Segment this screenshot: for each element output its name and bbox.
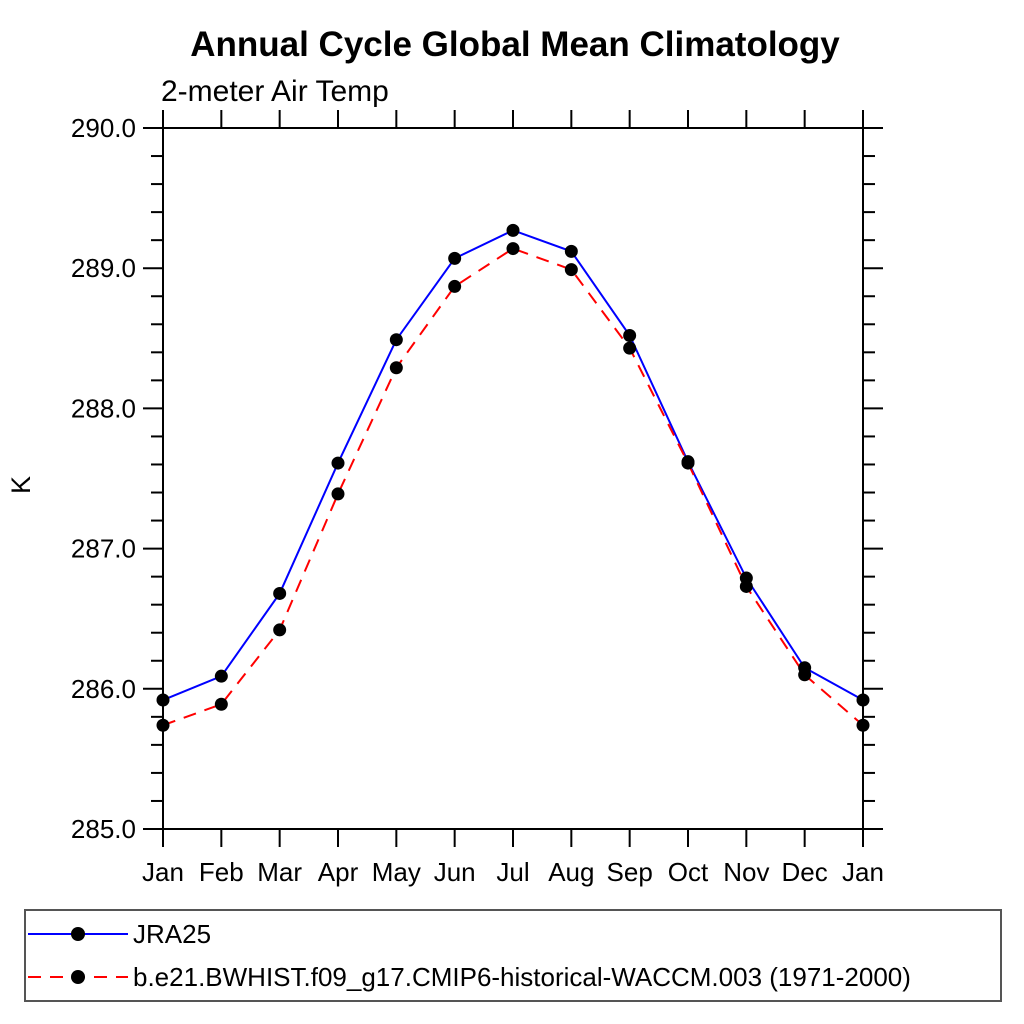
data-point-marker (273, 586, 287, 600)
data-point-marker (273, 623, 287, 637)
data-point-marker (564, 244, 578, 258)
data-point-marker (214, 669, 228, 683)
y-tick-label: 286.0 (71, 674, 136, 704)
x-tick-label: Nov (723, 857, 769, 887)
legend-marker-0 (71, 927, 85, 941)
chart-subtitle: 2-meter Air Temp (161, 75, 389, 108)
x-tick-label: Dec (782, 857, 828, 887)
x-tick-label: Jan (142, 857, 184, 887)
data-point-marker (156, 718, 170, 732)
data-point-marker (331, 456, 345, 470)
data-point-marker (623, 341, 637, 355)
chart-title: Annual Cycle Global Mean Climatology (190, 25, 840, 64)
data-point-marker (448, 279, 462, 293)
data-point-marker (681, 456, 695, 470)
x-tick-label: Mar (257, 857, 302, 887)
x-tick-label: Jan (842, 857, 884, 887)
legend-marker-1 (71, 970, 85, 984)
y-axis-label: K (6, 476, 36, 494)
y-tick-label: 285.0 (71, 814, 136, 844)
x-tick-label: Jun (434, 857, 476, 887)
data-point-marker (798, 668, 812, 682)
data-point-marker (389, 361, 403, 375)
data-point-marker (856, 693, 870, 707)
x-tick-label: Apr (318, 857, 359, 887)
data-point-marker (331, 487, 345, 501)
data-point-marker (856, 718, 870, 732)
series-layer (156, 223, 870, 732)
legend: JRA25 b.e21.BWHIST.f09_g17.CMIP6-historic… (24, 909, 1002, 1002)
data-point-marker (448, 251, 462, 265)
legend-box (24, 909, 1002, 1002)
y-tick-label: 288.0 (71, 393, 136, 423)
data-point-marker (623, 328, 637, 342)
data-point-marker (156, 693, 170, 707)
data-point-marker (214, 697, 228, 711)
data-point-marker (389, 333, 403, 347)
data-point-marker (739, 579, 753, 593)
x-tick-label: Oct (668, 857, 709, 887)
y-tick-label: 290.0 (71, 113, 136, 143)
plot-frame: 285.0 286.0 287.0 288.0 289.0 290.0 Jan Feb Mar A… (71, 110, 884, 887)
legend-label-1: b.e21.BWHIST.f09_g17.CMIP6-historical-WA… (133, 962, 911, 992)
data-point-marker (506, 223, 520, 237)
legend-label-0: JRA25 (133, 919, 211, 949)
y-tick-label: 287.0 (71, 534, 136, 564)
y-tick-label: 289.0 (71, 253, 136, 283)
data-point-marker (564, 263, 578, 277)
series-line-0 (162, 229, 864, 701)
x-tick-label: Jul (496, 857, 529, 887)
x-tick-label: Aug (548, 857, 594, 887)
x-tick-label: May (372, 857, 421, 887)
series-line-1 (162, 247, 864, 727)
x-tick-label: Sep (607, 857, 653, 887)
x-tick-label: Feb (199, 857, 244, 887)
data-point-marker (506, 242, 520, 256)
